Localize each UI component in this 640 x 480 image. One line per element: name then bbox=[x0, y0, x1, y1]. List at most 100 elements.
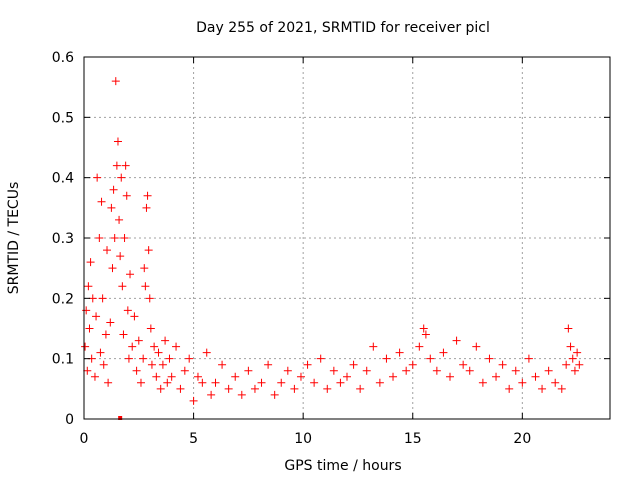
data-point bbox=[257, 378, 266, 387]
data-point bbox=[296, 372, 305, 381]
data-point bbox=[277, 378, 286, 387]
data-point bbox=[472, 342, 481, 351]
y-tick-label: 0.5 bbox=[52, 110, 74, 126]
data-point bbox=[465, 366, 474, 375]
data-point bbox=[88, 294, 97, 303]
data-points bbox=[81, 77, 584, 420]
data-point bbox=[121, 161, 130, 170]
data-point bbox=[140, 264, 149, 273]
data-point bbox=[143, 191, 152, 200]
data-point bbox=[244, 366, 253, 375]
data-point bbox=[154, 348, 163, 357]
data-point bbox=[316, 354, 325, 363]
x-axis-label: GPS time / hours bbox=[284, 458, 401, 474]
data-point bbox=[356, 384, 365, 393]
data-point bbox=[167, 372, 176, 381]
data-point bbox=[96, 348, 105, 357]
data-point bbox=[147, 360, 156, 369]
data-point bbox=[568, 354, 577, 363]
data-point bbox=[144, 246, 153, 255]
data-point bbox=[119, 330, 128, 339]
data-point bbox=[152, 372, 161, 381]
data-point bbox=[84, 282, 93, 291]
data-point bbox=[419, 324, 428, 333]
data-point bbox=[415, 342, 424, 351]
data-point bbox=[111, 77, 120, 86]
data-point bbox=[82, 306, 91, 315]
data-point bbox=[566, 342, 575, 351]
data-point bbox=[492, 372, 501, 381]
data-point bbox=[421, 330, 430, 339]
data-point bbox=[103, 246, 112, 255]
data-point bbox=[193, 372, 202, 381]
data-point bbox=[573, 348, 582, 357]
data-point bbox=[446, 372, 455, 381]
data-point bbox=[382, 354, 391, 363]
data-point bbox=[176, 384, 185, 393]
data-point bbox=[92, 312, 101, 321]
data-point bbox=[544, 366, 553, 375]
data-point bbox=[270, 390, 279, 399]
y-tick-label: 0.1 bbox=[52, 352, 74, 368]
data-point bbox=[362, 366, 371, 375]
data-point bbox=[551, 378, 560, 387]
data-point bbox=[122, 191, 131, 200]
data-point bbox=[134, 336, 143, 345]
data-point bbox=[163, 378, 172, 387]
zero-marker bbox=[118, 416, 123, 420]
data-point bbox=[150, 342, 159, 351]
data-point bbox=[531, 372, 540, 381]
data-point bbox=[109, 185, 118, 194]
data-point bbox=[264, 360, 273, 369]
y-tick-label: 0.6 bbox=[52, 50, 74, 66]
data-point bbox=[426, 354, 435, 363]
data-point bbox=[290, 384, 299, 393]
data-point bbox=[369, 342, 378, 351]
data-point bbox=[189, 396, 198, 405]
data-point bbox=[113, 137, 122, 146]
data-point bbox=[110, 234, 119, 242]
data-point bbox=[395, 348, 404, 357]
data-point bbox=[185, 354, 194, 363]
data-point bbox=[498, 360, 507, 369]
data-point bbox=[211, 378, 220, 387]
data-point bbox=[165, 354, 174, 363]
x-tick-label: 15 bbox=[404, 431, 422, 447]
data-point bbox=[283, 366, 292, 375]
data-point bbox=[90, 372, 99, 381]
data-point bbox=[104, 378, 113, 387]
data-point bbox=[112, 161, 121, 170]
data-point bbox=[106, 318, 115, 327]
data-point bbox=[310, 378, 319, 387]
data-point bbox=[141, 282, 150, 291]
y-tick-label: 0.4 bbox=[52, 171, 74, 187]
y-tick-label: 0 bbox=[65, 412, 74, 428]
data-point bbox=[115, 215, 124, 224]
y-axis-label: SRMTID / TECUs bbox=[6, 182, 22, 295]
data-point bbox=[336, 378, 345, 387]
data-point bbox=[108, 264, 117, 273]
data-point bbox=[557, 384, 566, 393]
y-tick-label: 0.2 bbox=[52, 291, 74, 307]
data-point bbox=[485, 354, 494, 363]
data-point bbox=[505, 384, 514, 393]
data-point bbox=[180, 366, 189, 375]
data-point bbox=[250, 384, 259, 393]
data-point bbox=[207, 390, 216, 399]
data-point bbox=[126, 270, 135, 279]
data-point bbox=[323, 384, 332, 393]
chart-title: Day 255 of 2021, SRMTID for receiver pic… bbox=[196, 20, 490, 36]
data-point bbox=[303, 360, 312, 369]
data-point bbox=[132, 366, 141, 375]
x-tick-label: 20 bbox=[513, 431, 531, 447]
data-point bbox=[139, 354, 148, 363]
data-point bbox=[432, 366, 441, 375]
data-point bbox=[99, 360, 108, 369]
data-point bbox=[375, 378, 384, 387]
data-point bbox=[538, 384, 547, 393]
data-point bbox=[402, 366, 411, 375]
data-point bbox=[389, 372, 398, 381]
data-point bbox=[408, 360, 417, 369]
data-point bbox=[142, 203, 151, 212]
data-point bbox=[85, 324, 94, 333]
